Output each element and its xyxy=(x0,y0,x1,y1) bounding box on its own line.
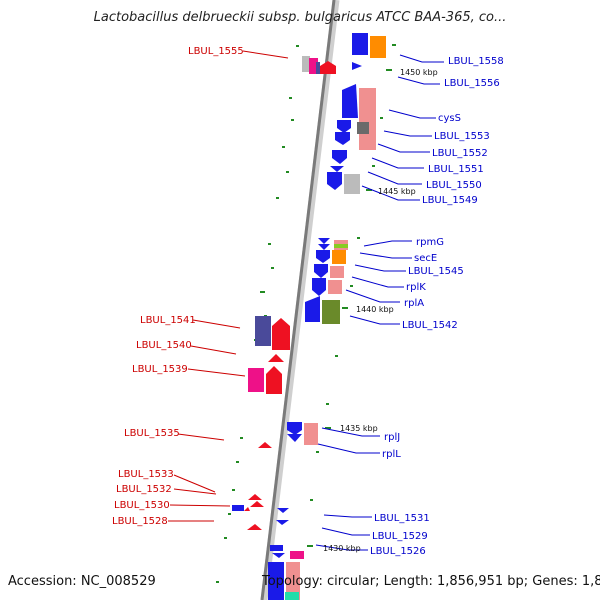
left-callout-lines xyxy=(168,50,289,522)
gene-arrow xyxy=(316,250,330,263)
gene-block xyxy=(290,551,304,559)
gene-arrow xyxy=(272,318,290,350)
gene-arrow xyxy=(268,354,284,362)
gene-block xyxy=(334,244,348,248)
gene-block xyxy=(357,122,369,134)
gene-block xyxy=(285,592,299,600)
gene-arrow xyxy=(337,120,351,133)
gene-label: rplA xyxy=(404,298,424,309)
gene-arrow xyxy=(276,520,289,525)
gene-arrow xyxy=(272,553,285,558)
gene-arrow xyxy=(332,150,347,164)
gene-arrow xyxy=(277,508,289,513)
gene-arrow xyxy=(342,84,358,118)
topology-text: Topology: circular; Length: 1,856,951 bp… xyxy=(262,574,600,589)
gene-arrow xyxy=(305,296,320,322)
right-gene-labels: LBUL_1558 LBUL_1556 cysS LBUL_1553 LBUL_… xyxy=(370,56,504,557)
kbp-marker: 1430 kbp xyxy=(323,544,361,553)
gene-label: cysS xyxy=(438,113,461,124)
gene-block xyxy=(268,562,284,600)
gene-arrow xyxy=(258,442,272,448)
backbone-shadow xyxy=(260,0,340,601)
gene-block xyxy=(330,266,344,278)
gene-label: LBUL_1558 xyxy=(448,56,504,67)
gene-label: LBUL_1532 xyxy=(116,484,172,495)
gene-arrow xyxy=(287,422,302,435)
left-genes xyxy=(232,56,336,530)
gene-label: secE xyxy=(414,253,437,264)
gene-block xyxy=(352,33,368,55)
kbp-marker: 1435 kbp xyxy=(340,424,378,433)
accession-text: Accession: NC_008529 xyxy=(8,574,156,589)
gene-block xyxy=(332,250,346,264)
gene-block xyxy=(322,300,340,324)
kbp-markers: 1450 kbp 1445 kbp 1440 kbp 1435 kbp 1430… xyxy=(323,68,438,553)
gene-label: LBUL_1552 xyxy=(432,148,488,159)
gene-label: LBUL_1533 xyxy=(118,469,174,480)
gene-label: LBUL_1541 xyxy=(140,315,196,326)
gene-block xyxy=(370,36,386,58)
kbp-marker: 1450 kbp xyxy=(400,68,438,77)
gene-label: LBUL_1530 xyxy=(114,500,170,511)
kbp-marker: 1440 kbp xyxy=(356,305,394,314)
map-title: Lactobacillus delbrueckii subsp. bulgari… xyxy=(93,10,507,25)
gene-arrow xyxy=(287,434,302,442)
gene-label: rplL xyxy=(382,449,401,460)
gene-arrow xyxy=(320,61,336,74)
gene-block xyxy=(344,174,360,194)
gene-label: LBUL_1555 xyxy=(188,46,244,57)
right-genes xyxy=(268,33,386,600)
gene-label: LBUL_1556 xyxy=(444,78,500,89)
gene-arrow xyxy=(335,132,350,145)
gene-label: LBUL_1550 xyxy=(426,180,482,191)
gene-label: LBUL_1529 xyxy=(372,531,428,542)
gene-label: LBUL_1551 xyxy=(428,164,484,175)
gene-arrow xyxy=(247,524,262,530)
gene-arrow xyxy=(352,62,362,70)
gene-label: rplJ xyxy=(384,432,400,443)
gene-arrow xyxy=(266,366,282,394)
gene-block xyxy=(232,505,244,511)
gene-label: LBUL_1549 xyxy=(422,195,478,206)
gene-arrow xyxy=(327,172,342,190)
left-gene-labels: LBUL_1555 LBUL_1541 LBUL_1540 LBUL_1539 … xyxy=(112,46,244,527)
gene-arrow xyxy=(244,507,250,511)
gene-block xyxy=(255,316,271,346)
gene-block xyxy=(304,423,318,445)
gene-label: LBUL_1531 xyxy=(374,513,430,524)
gene-label: LBUL_1526 xyxy=(370,546,426,557)
right-callout-lines xyxy=(315,54,444,551)
gene-block xyxy=(316,62,320,74)
gene-block xyxy=(248,368,264,392)
kbp-marker: 1445 kbp xyxy=(378,187,416,196)
gene-label: LBUL_1545 xyxy=(408,266,464,277)
gene-label: rplK xyxy=(406,282,426,293)
gene-label: LBUL_1553 xyxy=(434,131,490,142)
gene-arrow xyxy=(330,166,344,172)
gene-arrow xyxy=(318,244,330,250)
gene-block xyxy=(309,58,318,74)
gene-block xyxy=(302,56,310,72)
gene-label: LBUL_1540 xyxy=(136,340,192,351)
gene-arrow xyxy=(318,238,330,244)
gene-block xyxy=(286,562,300,600)
gene-label: rpmG xyxy=(416,237,444,248)
gene-arrow xyxy=(250,501,264,507)
gene-block xyxy=(328,280,342,294)
gene-block xyxy=(270,545,283,551)
tick-marks xyxy=(216,44,396,583)
gene-arrow xyxy=(314,264,328,278)
gene-label: LBUL_1535 xyxy=(124,428,180,439)
gene-arrow xyxy=(248,494,262,500)
gene-label: LBUL_1528 xyxy=(112,516,168,527)
gene-label: LBUL_1539 xyxy=(132,364,188,375)
backbone xyxy=(260,0,336,601)
gene-label: LBUL_1542 xyxy=(402,320,458,331)
gene-arrow xyxy=(312,278,326,296)
gene-block xyxy=(359,88,376,150)
